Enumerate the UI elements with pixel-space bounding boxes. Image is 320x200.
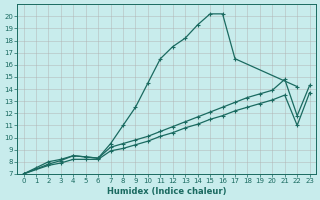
X-axis label: Humidex (Indice chaleur): Humidex (Indice chaleur)	[107, 187, 226, 196]
